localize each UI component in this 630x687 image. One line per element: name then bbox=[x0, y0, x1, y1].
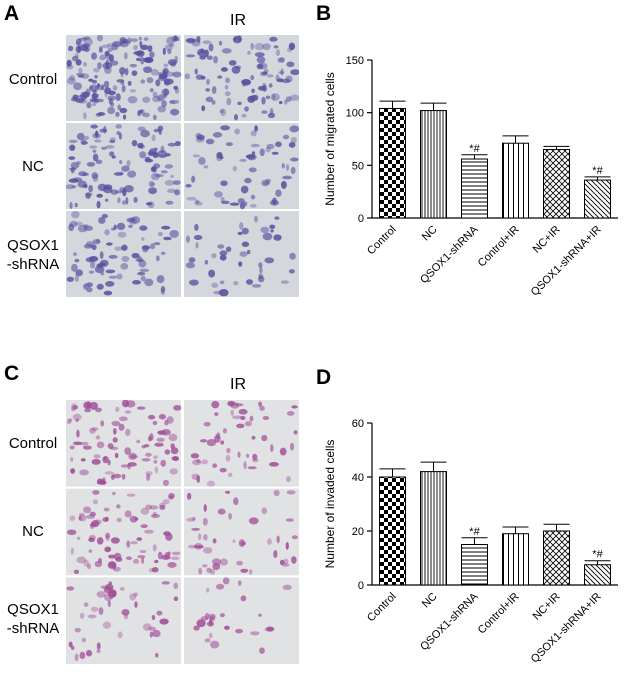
category-label: Control bbox=[365, 224, 399, 258]
invasion-tile-control bbox=[66, 399, 182, 487]
y-tick-label: 50 bbox=[352, 160, 364, 172]
y-axis-label: Number of invaded cells bbox=[323, 440, 337, 569]
category-label: NC+IR bbox=[531, 224, 563, 256]
bar bbox=[502, 142, 529, 219]
migration-tile-nc bbox=[64, 123, 181, 210]
migration-tile-control bbox=[66, 34, 182, 121]
y-tick-label: 0 bbox=[358, 213, 364, 225]
y-tick-label: 150 bbox=[346, 55, 364, 67]
bar bbox=[379, 476, 406, 586]
migration-tile-control-ir bbox=[184, 35, 300, 121]
row-label-qsox1-shrna-c: QSOX1 -shRNA bbox=[6, 601, 60, 637]
invaded-cells-bar-chart: 0 20 40 60 Number of invaded cells Control NC *… bbox=[323, 418, 618, 666]
bar bbox=[420, 471, 447, 586]
invasion-tile-qsox1-shrna bbox=[66, 577, 181, 664]
bar bbox=[543, 149, 570, 219]
migration-tile-nc-ir bbox=[184, 123, 300, 210]
invasion-tile-control-ir bbox=[184, 400, 299, 487]
row-label-control-c: Control bbox=[8, 435, 58, 452]
significance-label: *# bbox=[592, 549, 603, 561]
category-label: NC bbox=[420, 224, 440, 244]
migration-micrographs bbox=[64, 34, 300, 297]
category-label: Control bbox=[365, 591, 399, 625]
invasion-tile-nc-ir bbox=[184, 488, 299, 576]
invasion-tile-nc bbox=[66, 488, 181, 576]
significance-label: *# bbox=[592, 165, 603, 177]
row-label-nc-c: NC bbox=[22, 523, 44, 540]
micrograph-grid-migration bbox=[64, 34, 300, 297]
micrograph-grid-invasion bbox=[66, 399, 299, 664]
category-label: NC+IR bbox=[531, 591, 563, 623]
category-label: QSOX1-shRNA+IR bbox=[529, 591, 604, 666]
significance-label: *# bbox=[469, 526, 480, 538]
bar bbox=[584, 564, 611, 586]
bar bbox=[461, 158, 488, 219]
category-label: Control+IR bbox=[476, 224, 522, 270]
panel-letter-c: C bbox=[4, 362, 20, 385]
panel-letter-d: D bbox=[316, 366, 332, 389]
significance-label: *# bbox=[469, 143, 480, 155]
invasion-micrographs bbox=[66, 399, 299, 664]
row-label-control-a: Control bbox=[8, 71, 58, 88]
y-tick-label: 0 bbox=[358, 580, 364, 592]
ir-column-label-a: IR bbox=[230, 12, 246, 29]
ir-column-label-c: IR bbox=[230, 376, 246, 393]
panel-letter-a: A bbox=[4, 2, 20, 25]
migration-tile-qsox1-shrna bbox=[66, 211, 181, 297]
y-tick-label: 40 bbox=[352, 472, 364, 484]
panel-letter-b: B bbox=[316, 2, 332, 25]
row-label-nc-a: NC bbox=[22, 158, 44, 175]
y-axis-label: Number of migrated cells bbox=[323, 72, 337, 205]
bar bbox=[584, 179, 611, 219]
bar bbox=[379, 107, 406, 219]
bar bbox=[461, 544, 488, 586]
migrated-cells-bar-chart: 0 50 100 150 Number of migrated cells Control… bbox=[323, 55, 618, 299]
migration-tile-qsox1-shrna-ir bbox=[184, 211, 299, 297]
row-label-qsox1-shrna-a: QSOX1 -shRNA bbox=[6, 237, 60, 273]
invasion-tile-qsox1-shrna-ir bbox=[184, 577, 299, 664]
category-label: NC bbox=[420, 591, 440, 611]
y-tick-label: 60 bbox=[352, 418, 364, 430]
bar bbox=[502, 533, 529, 586]
bar bbox=[420, 110, 447, 219]
bar bbox=[543, 530, 570, 586]
y-tick-label: 20 bbox=[352, 526, 364, 538]
category-label: Control+IR bbox=[476, 591, 522, 637]
category-label: QSOX1-shRNA+IR bbox=[529, 224, 604, 299]
y-tick-label: 100 bbox=[346, 108, 364, 120]
